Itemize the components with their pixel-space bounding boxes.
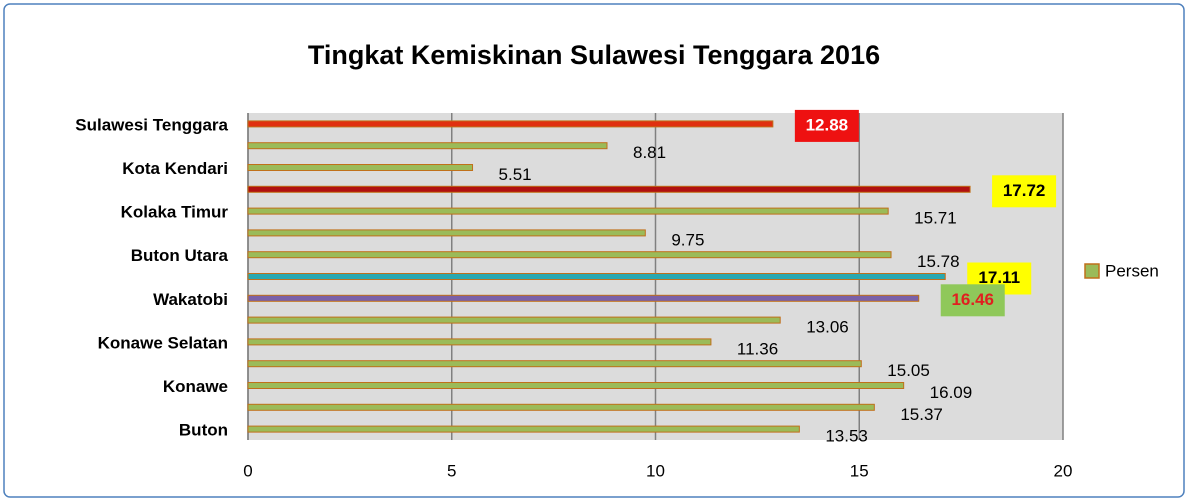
y-tick-label: Kolaka Timur (121, 203, 229, 222)
legend-label: Persen (1105, 261, 1159, 280)
value-label: 17.72 (1003, 181, 1046, 200)
bar (247, 338, 712, 346)
value-label: 5.51 (499, 165, 532, 184)
bar (247, 316, 781, 324)
value-label: 15.71 (914, 209, 957, 228)
y-tick-label: Buton (179, 421, 228, 440)
y-tick-label: Buton Utara (131, 246, 229, 265)
bar (247, 403, 875, 411)
chart-title: Tingkat Kemiskinan Sulawesi Tenggara 201… (308, 40, 880, 70)
value-label: 15.05 (887, 361, 930, 380)
x-tick-label: 10 (646, 461, 665, 480)
y-tick-label: Sulawesi Tenggara (75, 115, 228, 134)
value-label-box (992, 175, 1057, 208)
bar (247, 294, 920, 302)
value-label: 17.11 (978, 268, 1020, 287)
value-label: 12.88 (806, 115, 849, 134)
bar (247, 120, 774, 128)
y-tick-label: Konawe (163, 377, 228, 396)
value-label: 13.06 (806, 318, 849, 337)
value-label: 16.46 (951, 290, 994, 309)
value-label-box (940, 284, 1005, 317)
bar (247, 142, 608, 150)
bar (247, 425, 800, 433)
y-tick-label: Wakatobi (153, 290, 228, 309)
legend-swatch (1084, 263, 1100, 279)
value-label: 16.09 (930, 383, 973, 402)
bar (247, 229, 646, 237)
bar (247, 382, 905, 389)
value-label: 8.81 (633, 143, 666, 162)
value-label: 13.53 (825, 427, 868, 446)
value-label: 9.75 (671, 230, 704, 249)
x-tick-label: 5 (447, 461, 456, 480)
bar (247, 360, 862, 368)
value-label: 11.36 (737, 339, 778, 358)
bar (247, 251, 892, 259)
value-label: 15.37 (900, 405, 943, 424)
bar (247, 185, 971, 193)
value-label-box (794, 109, 859, 142)
x-tick-label: 15 (850, 461, 869, 480)
bar (247, 164, 474, 171)
bar (247, 207, 889, 215)
value-label: 15.78 (917, 252, 960, 271)
y-tick-label: Kota Kendari (122, 159, 228, 178)
y-tick-label: Konawe Selatan (98, 333, 228, 352)
x-tick-label: 20 (1054, 461, 1073, 480)
x-tick-label: 0 (243, 461, 252, 480)
bar (247, 273, 946, 280)
